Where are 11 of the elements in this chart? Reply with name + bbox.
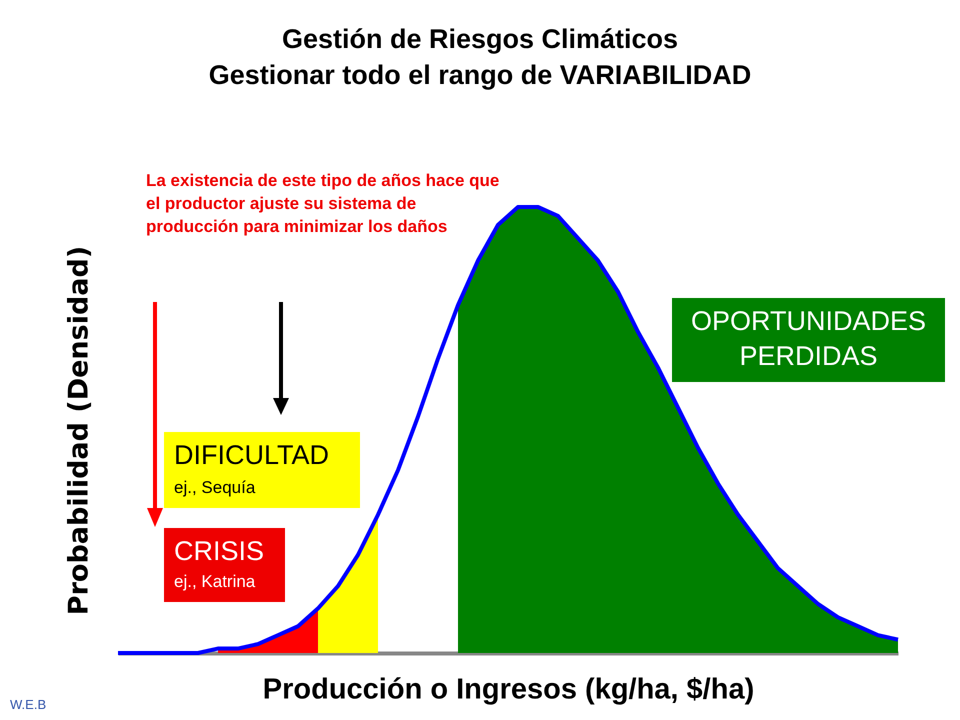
annotation: CRISIS [164,528,285,570]
x-axis-title: Producción o Ingresos (kg/ha, $/ha) [262,674,754,706]
chart-title: Gestión de Riesgos Climáticos [280,24,680,55]
annotation: ej., Katrina [164,570,285,602]
annotation: DIFICULTAD [164,432,360,474]
y-axis-title: Probabilidad (Densidad) [64,246,94,616]
chart-subtitle: Gestionar todo el rango de VARIABILIDAD [208,60,752,91]
annotation: La existencia de este tipo de años hace que el productor ajuste su sistema de producción para minimizar los daños [146,170,500,238]
label-box: OPORTUNIDADES PERDIDAS [672,298,945,382]
annotation: ej., Sequía [164,474,360,508]
text: W.E.B [10,697,48,712]
